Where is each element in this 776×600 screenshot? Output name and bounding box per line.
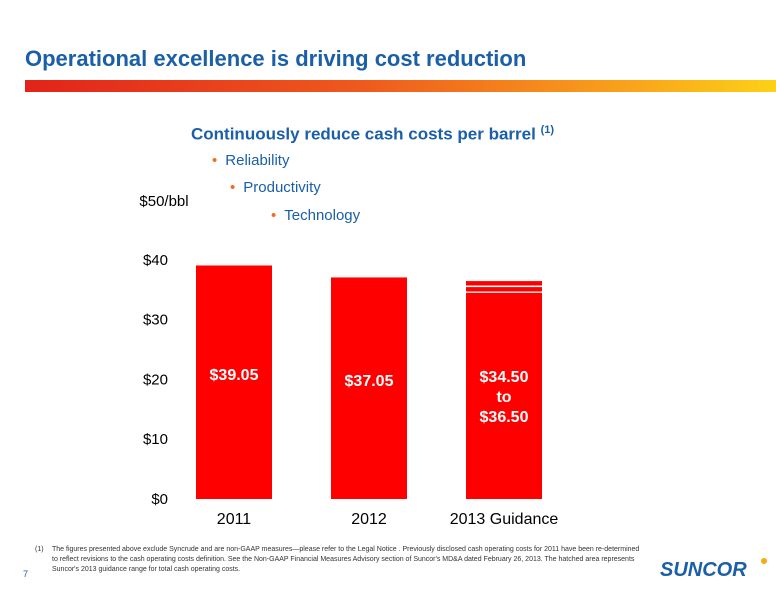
chart-subtitle: Continuously reduce cash costs per barre…: [191, 124, 554, 145]
guidance-range-hatch: [466, 280, 542, 293]
bar-value-label: $37.05: [345, 373, 394, 390]
bar-value-label: $36.50: [480, 409, 529, 426]
bullet-dot-icon: •: [230, 179, 236, 196]
page-number: 7: [23, 569, 29, 579]
bullet-productivity: • Productivity: [230, 179, 321, 196]
bar-2013-guidance: [466, 292, 542, 499]
suncor-logo: SUNCOR: [660, 558, 767, 580]
logo-text: SUNCOR: [660, 559, 747, 580]
x-tick-label: 2013 Guidance: [450, 511, 559, 528]
bar-value-label: to: [496, 389, 511, 406]
subtitle-text: Continuously reduce cash costs per barre…: [191, 124, 536, 144]
y-tick-label: $40: [143, 252, 168, 269]
title-gradient-bar: [25, 80, 776, 92]
subtitle-footnote-ref: (1): [540, 124, 555, 136]
y-tick-label: $20: [143, 371, 168, 388]
x-tick-label: 2011: [217, 511, 252, 528]
bullet-reliability: • Reliability: [212, 152, 289, 169]
bullet-label: Reliability: [225, 152, 290, 169]
x-tick-label: 2012: [351, 511, 387, 528]
bar-2011: [196, 265, 272, 499]
bullet-label: Productivity: [243, 179, 321, 196]
bar-value-label: $34.50: [480, 369, 529, 386]
bar-value-label: $39.05: [210, 367, 259, 384]
y-tick-label: $0: [151, 491, 168, 508]
footnote-text: The figures presented above exclude Sync…: [52, 546, 640, 573]
bar-2012: [331, 277, 407, 499]
bullet-technology: • Technology: [271, 207, 360, 224]
y-tick-label: $30: [143, 312, 168, 329]
bullet-dot-icon: •: [271, 207, 277, 224]
footnote-number: (1): [35, 546, 44, 553]
y-axis-label: $50/bbl: [139, 193, 188, 210]
slide-title: Operational excellence is driving cost r…: [25, 46, 527, 71]
footnote: (1) The figures presented above exclude …: [35, 545, 644, 575]
bullet-dot-icon: •: [212, 152, 218, 169]
logo-sun-icon: [761, 558, 767, 564]
y-tick-label: $10: [143, 431, 168, 448]
bullet-label: Technology: [284, 207, 361, 224]
